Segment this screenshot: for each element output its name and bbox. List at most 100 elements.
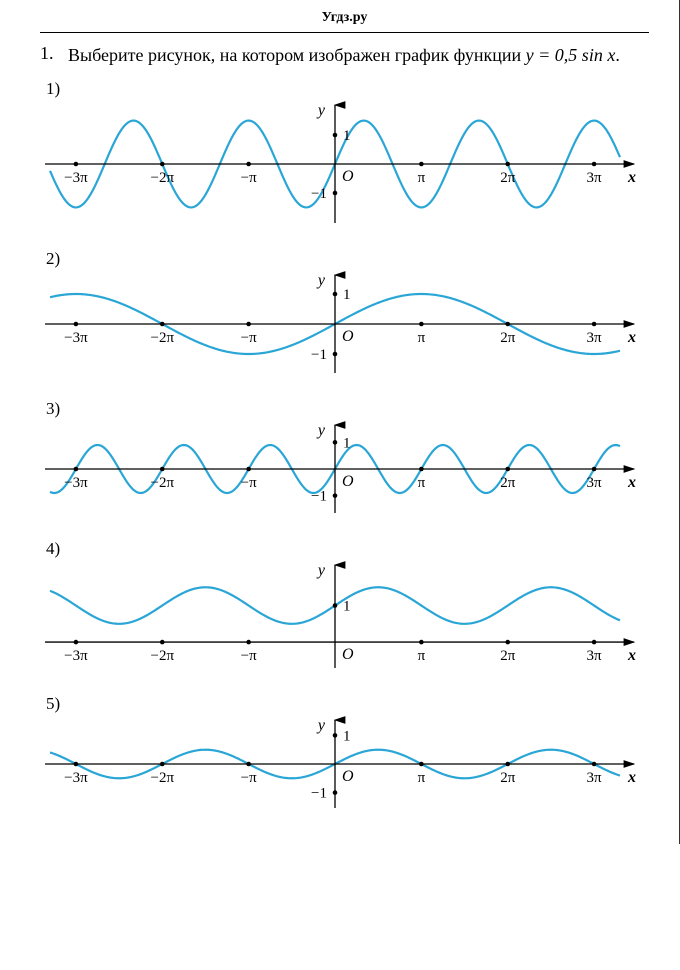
x-tick <box>246 162 251 167</box>
x-tick-label: −2π <box>150 330 174 346</box>
panel-2: 2)−3π−2π−ππ2π3π1−1Oyx <box>40 249 649 391</box>
x-tick <box>160 162 165 167</box>
x-tick <box>246 322 251 327</box>
y-tick <box>333 292 338 297</box>
x-tick <box>160 467 165 472</box>
x-tick <box>592 162 597 167</box>
y-tick-label: 1 <box>343 436 351 452</box>
chart-1: −3π−2π−ππ2π3π1−1Oyx <box>40 101 640 241</box>
panel-5: 5)−3π−2π−ππ2π3π1−1Oyx <box>40 694 649 826</box>
chart-4: −3π−2π−ππ2π3π1Oyx <box>40 561 640 686</box>
y-axis-label: y <box>316 422 326 439</box>
chart-2: −3π−2π−ππ2π3π1−1Oyx <box>40 271 640 391</box>
origin-label: O <box>342 646 354 663</box>
y-tick-label: 1 <box>343 287 351 303</box>
x-tick <box>246 762 251 767</box>
x-axis-label: x <box>627 474 636 491</box>
x-tick-label: −3π <box>64 648 88 664</box>
question-text: Выберите рисунок, на котором изображен г… <box>68 43 620 67</box>
panel-number: 3) <box>46 399 649 419</box>
y-tick-label: 1 <box>343 128 351 144</box>
x-tick-label: 2π <box>500 330 516 346</box>
x-tick <box>505 322 510 327</box>
x-tick-label: −π <box>241 648 257 664</box>
x-tick-label: −3π <box>64 330 88 346</box>
y-tick <box>333 191 338 196</box>
x-tick-label: 2π <box>500 648 516 664</box>
x-tick-label: −π <box>241 330 257 346</box>
x-tick <box>160 640 165 645</box>
y-tick <box>333 440 338 445</box>
x-tick <box>74 762 79 767</box>
x-tick-label: 3π <box>587 330 603 346</box>
x-tick-label: 3π <box>587 475 603 491</box>
x-tick-label: −3π <box>64 170 88 186</box>
y-tick <box>333 352 338 357</box>
x-tick <box>505 162 510 167</box>
question-number: 1. <box>40 43 68 64</box>
panels-container: 1) −3π −2π −π π 2π 3π 1 −1 Oy x 2) −3π −2π −π π 2π 3π 1 −1 O… <box>40 79 649 826</box>
x-tick <box>505 467 510 472</box>
divider <box>40 32 649 33</box>
x-tick-label: π <box>418 170 426 186</box>
x-tick <box>505 640 510 645</box>
y-axis-label: y <box>316 562 326 579</box>
question-math: y = 0,5 sin x <box>526 45 616 65</box>
y-tick-label: −1 <box>311 786 327 802</box>
x-tick-label: π <box>418 648 426 664</box>
y-tick-label: −1 <box>311 489 327 505</box>
x-tick-label: 3π <box>587 770 603 786</box>
y-tick <box>333 604 338 609</box>
y-tick <box>333 133 338 138</box>
x-tick <box>246 467 251 472</box>
origin-label: O <box>342 473 354 490</box>
x-tick <box>246 640 251 645</box>
question: 1. Выберите рисунок, на котором изображе… <box>40 43 649 67</box>
origin-label: O <box>342 168 354 185</box>
chart-5: −3π−2π−ππ2π3π1−1Oyx <box>40 716 640 826</box>
page: Угдз.ру 1. Выберите рисунок, на котором … <box>0 0 680 844</box>
x-tick <box>74 322 79 327</box>
x-tick <box>74 162 79 167</box>
panel-1: 1)−3π−2π−ππ2π3π1−1Oyx <box>40 79 649 241</box>
x-tick-label: 3π <box>587 648 603 664</box>
panel-number: 4) <box>46 539 649 559</box>
panel-4: 4)−3π−2π−ππ2π3π1Oyx <box>40 539 649 686</box>
x-tick <box>419 322 424 327</box>
x-tick <box>160 762 165 767</box>
x-tick-label: π <box>418 330 426 346</box>
x-tick <box>592 762 597 767</box>
y-tick <box>333 733 338 738</box>
x-tick <box>592 467 597 472</box>
y-tick <box>333 494 338 499</box>
origin-label: O <box>342 328 354 345</box>
x-tick <box>419 640 424 645</box>
question-text-after: . <box>615 45 620 65</box>
y-axis-label: y <box>316 717 326 734</box>
x-tick-label: −3π <box>64 475 88 491</box>
chart-3: −3π−2π−ππ2π3π1−1Oyx <box>40 421 640 531</box>
x-axis-label: x <box>627 329 636 346</box>
x-tick <box>505 762 510 767</box>
x-tick-label: −3π <box>64 770 88 786</box>
x-tick <box>419 762 424 767</box>
x-tick <box>74 640 79 645</box>
x-tick <box>419 162 424 167</box>
x-tick <box>74 467 79 472</box>
y-axis-label: y <box>316 102 326 119</box>
x-tick-label: π <box>418 770 426 786</box>
x-tick-label: 3π <box>587 170 603 186</box>
x-axis-label: x <box>627 769 636 786</box>
panel-number: 5) <box>46 694 649 714</box>
panel-number: 1) <box>46 79 649 99</box>
x-tick-label: 2π <box>500 475 516 491</box>
x-tick-label: 2π <box>500 170 516 186</box>
x-tick <box>419 467 424 472</box>
y-tick-label: 1 <box>343 599 351 615</box>
x-tick-label: −2π <box>150 475 174 491</box>
x-tick <box>592 322 597 327</box>
y-tick-label: −1 <box>311 186 327 202</box>
y-axis-label: y <box>316 272 326 289</box>
panel-number: 2) <box>46 249 649 269</box>
y-tick <box>333 791 338 796</box>
